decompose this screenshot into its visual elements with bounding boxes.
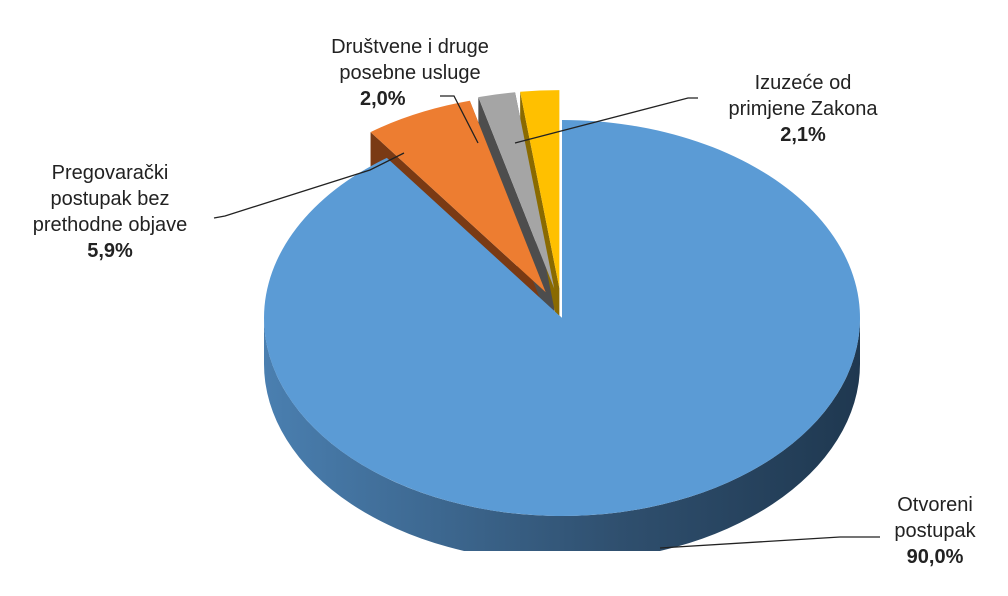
slice-side-otvoreni [264,318,860,551]
leader-line-drustvene [440,95,479,144]
slice-label-izuzece: Izuzeće od primjene Zakona 2,1% [698,44,908,174]
slice-drustvene [478,92,555,289]
slice-value-pregovaracki: 5,9% [87,240,133,262]
slice-value-izuzece: 2,1% [780,124,826,146]
slice-label-otvoreni: Otvoreni postupak 90,0% [880,466,990,596]
slice-value-otvoreni: 90,0% [906,546,964,568]
slice-label-pregovaracki: Pregovarački postupak bez prethodne obja… [10,134,210,290]
leader-line-izuzece [514,97,698,144]
leader-line-otvoreni [659,536,880,549]
slice-label-drustvene: Društvene i druge posebne usluge 2,0% [300,8,520,138]
leader-line-pregovaracki [213,152,405,219]
slice-otvoreni [263,120,860,516]
slice-pregovaracki [370,100,546,293]
slice-value-drustvene: 2,0% [360,88,406,110]
pie-chart [213,90,880,551]
